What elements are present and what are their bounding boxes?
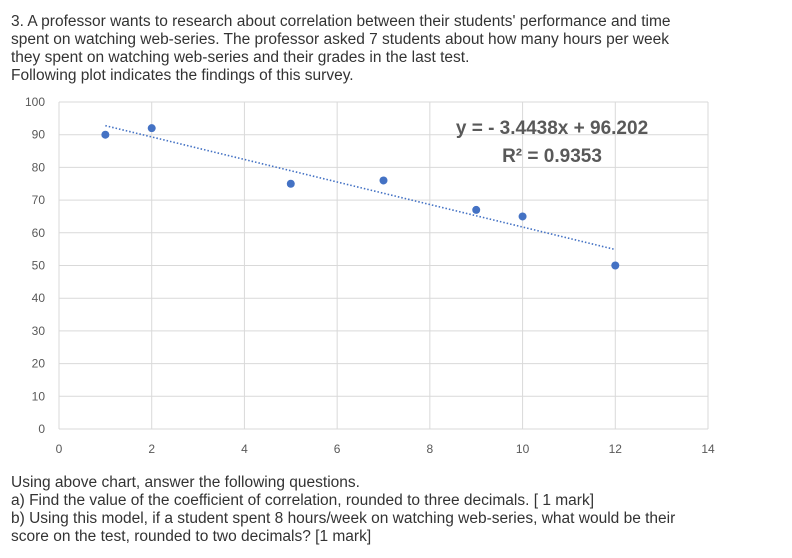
trendline — [105, 124, 616, 251]
question-line: score on the test, rounded to two decima… — [11, 528, 372, 545]
y-tick-label: 90 — [32, 128, 46, 142]
y-tick-label: 0 — [38, 422, 45, 436]
x-tick-label: 4 — [241, 442, 248, 456]
intro-line: Following plot indicates the findings of… — [11, 67, 354, 84]
scatter-chart: 0 10 20 30 40 50 60 70 80 90 100 0 2 4 6 8 10 12 14 y = -… — [0, 92, 720, 467]
x-tick-label: 14 — [701, 442, 715, 456]
data-point — [147, 124, 156, 133]
y-axis-tick-labels: 0 10 20 30 40 50 60 70 80 90 100 — [25, 95, 45, 436]
question-line: b) Using this model, if a student spent … — [11, 510, 676, 527]
y-tick-label: 60 — [32, 226, 46, 240]
x-tick-label: 8 — [427, 442, 434, 456]
x-axis-tick-labels: 0 2 4 6 8 10 12 14 — [56, 442, 715, 456]
data-point — [286, 179, 295, 188]
x-tick-label: 2 — [148, 442, 155, 456]
data-point — [472, 205, 481, 214]
intro-line: spent on watching web-series. The profes… — [11, 31, 669, 48]
data-point — [101, 130, 110, 139]
data-point — [379, 176, 388, 185]
question-prompts: Using above chart, answer the following … — [11, 474, 783, 546]
r-squared-label: R² = 0.9353 — [502, 146, 602, 167]
intro-line: they spent on watching web-series and th… — [11, 49, 470, 66]
y-tick-label: 50 — [32, 259, 46, 273]
data-points — [101, 124, 620, 270]
y-tick-label: 100 — [25, 95, 45, 109]
y-tick-label: 20 — [32, 357, 46, 371]
trendline-equation: y = - 3.4438x + 96.202 — [456, 118, 648, 139]
data-point — [518, 212, 527, 221]
x-tick-label: 6 — [334, 442, 341, 456]
question-line: Using above chart, answer the following … — [11, 474, 360, 491]
y-tick-label: 80 — [32, 160, 46, 174]
y-tick-label: 40 — [32, 291, 46, 305]
x-tick-label: 0 — [56, 442, 63, 456]
question-intro: 3. A professor wants to research about c… — [11, 13, 783, 85]
x-tick-label: 10 — [516, 442, 530, 456]
question-line: a) Find the value of the coefficient of … — [11, 492, 594, 509]
y-tick-label: 10 — [32, 389, 46, 403]
data-point — [611, 261, 620, 270]
gridlines — [58, 101, 709, 430]
intro-line: 3. A professor wants to research about c… — [11, 13, 671, 30]
y-tick-label: 70 — [32, 193, 46, 207]
y-tick-label: 30 — [32, 324, 46, 338]
x-tick-label: 12 — [609, 442, 623, 456]
chart-canvas: 0 10 20 30 40 50 60 70 80 90 100 0 2 4 6 8 10 12 14 y = -… — [25, 95, 715, 456]
